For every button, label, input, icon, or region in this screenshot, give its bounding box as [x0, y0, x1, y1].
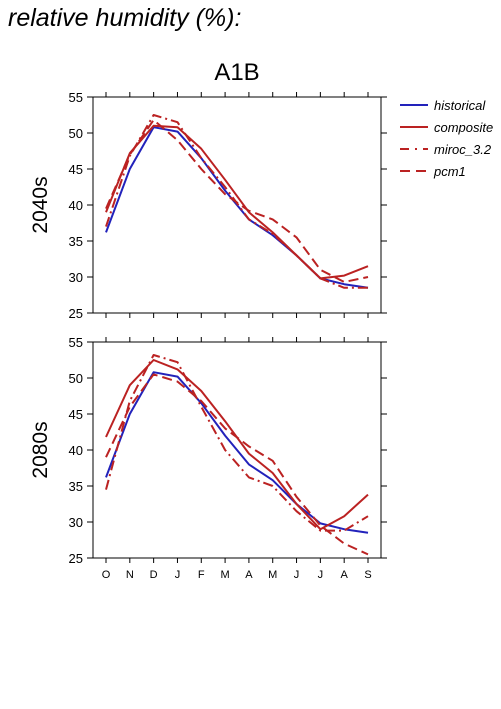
y-tick-label: 50 [69, 371, 83, 386]
x-tick-label: O [102, 569, 111, 581]
y-tick-label: 30 [69, 515, 83, 530]
y-tick-label: 30 [69, 270, 83, 285]
y-tick-label: 40 [69, 443, 83, 458]
series-miroc-3-2 [105, 354, 369, 532]
panel-2040s: 25 30 35 40 45 50 55 2040s [29, 90, 387, 321]
x-tick-label: M [221, 569, 230, 581]
series-historical [105, 126, 369, 289]
x-tick-label: M [268, 569, 277, 581]
x-tick-label: J [175, 569, 181, 581]
series-composite [105, 124, 369, 280]
series-pcm1 [105, 119, 369, 283]
y-tick-label: 35 [69, 479, 83, 494]
x-tick-label: N [126, 569, 134, 581]
y-tick-label: 45 [69, 162, 83, 177]
y-tick-label: 45 [69, 407, 83, 422]
y-tick-label: 35 [69, 234, 83, 249]
y-tick-label: 40 [69, 198, 83, 213]
x-tick-label: D [150, 569, 158, 581]
x-tick-label: A [341, 569, 349, 581]
series-historical [105, 371, 369, 534]
x-tick-label: F [198, 569, 205, 581]
y-tick-label: 25 [69, 551, 83, 566]
panel-2080s: 25 30 35 40 45 50 55 O N D J F M A M J J A S 2080s [29, 335, 387, 581]
y-tick-label: 55 [69, 335, 83, 350]
series-pcm1 [105, 373, 369, 556]
legend-label: miroc_3.2 [434, 142, 492, 157]
legend-label: composite [434, 120, 493, 135]
y-tick-label: 25 [69, 306, 83, 321]
panel-label: 2080s [29, 421, 52, 478]
x-tick-label: J [294, 569, 300, 581]
x-tick-label: A [245, 569, 253, 581]
legend-label: historical [434, 98, 486, 113]
y-tick-label: 55 [69, 90, 83, 105]
legend-label: pcm1 [433, 164, 466, 179]
scenario-title: A1B [214, 59, 259, 86]
panel-label: 2040s [29, 176, 52, 233]
x-tick-label: J [318, 569, 324, 581]
x-tick-label: S [364, 569, 371, 581]
page-title: relative humidity (%): [8, 4, 242, 32]
legend: historical composite miroc_3.2 pcm1 [400, 98, 493, 179]
y-tick-label: 50 [69, 126, 83, 141]
